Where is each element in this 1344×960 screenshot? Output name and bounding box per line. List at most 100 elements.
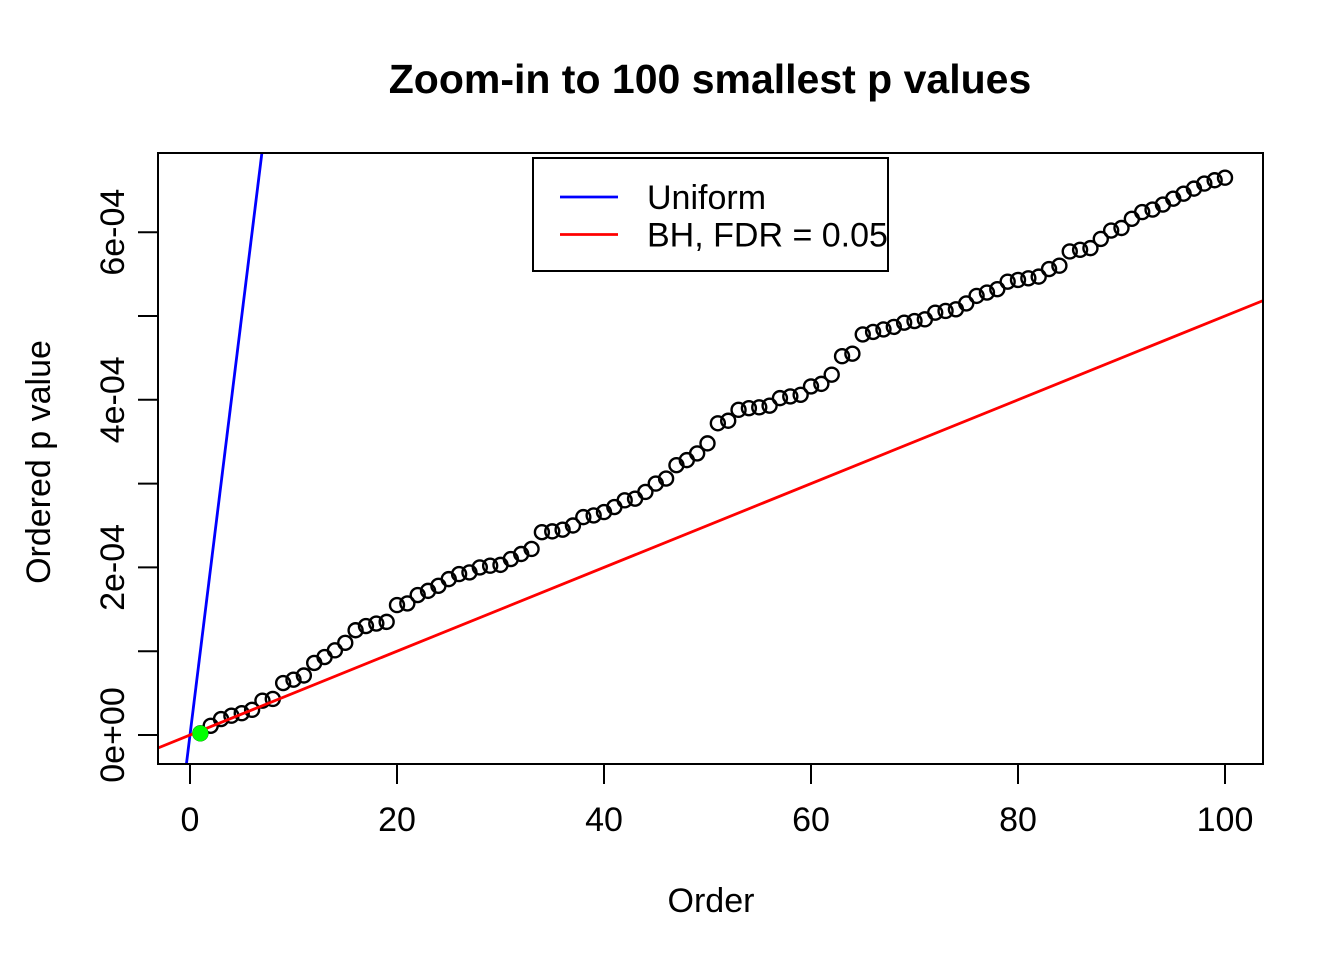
data-point bbox=[626, 490, 644, 507]
axes: 0 20 40 60 80 100 0e+00 2e-04 4e-04 6e-04 bbox=[94, 189, 1253, 839]
x-tick-label: 100 bbox=[1197, 801, 1254, 839]
data-point bbox=[254, 692, 271, 709]
data-point bbox=[637, 483, 654, 501]
data-point bbox=[1196, 175, 1213, 192]
data-point bbox=[285, 671, 302, 688]
data-point bbox=[875, 321, 892, 338]
x-tick-label: 40 bbox=[585, 801, 623, 839]
data-point bbox=[813, 375, 830, 393]
data-point bbox=[1051, 257, 1068, 274]
data-point bbox=[989, 280, 1006, 298]
data-point bbox=[233, 705, 250, 722]
data-point bbox=[357, 617, 375, 635]
data-point bbox=[481, 557, 499, 574]
data-point bbox=[657, 470, 675, 487]
data-point bbox=[895, 314, 913, 331]
data-point bbox=[326, 642, 344, 659]
data-point bbox=[709, 415, 727, 432]
data-point bbox=[337, 634, 354, 652]
data-point bbox=[968, 287, 985, 305]
uniform-line bbox=[185, 153, 264, 764]
data-point bbox=[347, 622, 364, 639]
data-point bbox=[295, 667, 313, 684]
data-point bbox=[999, 273, 1016, 290]
data-point bbox=[1020, 270, 1037, 287]
y-tick-label: 6e-04 bbox=[94, 189, 132, 276]
data-point bbox=[243, 701, 261, 719]
data-point bbox=[575, 508, 592, 526]
legend-bh-label: BH, FDR = 0.05 bbox=[647, 217, 888, 255]
data-point bbox=[564, 517, 582, 534]
data-point bbox=[1071, 241, 1089, 258]
data-point bbox=[1216, 169, 1234, 186]
data-point bbox=[906, 312, 923, 330]
data-point bbox=[823, 366, 840, 383]
data-point bbox=[274, 674, 292, 692]
data-point bbox=[1206, 172, 1223, 189]
legend-box bbox=[532, 157, 889, 272]
y-tick-label: 0e+00 bbox=[94, 687, 132, 783]
legend: Uniform BH, FDR = 0.05 bbox=[532, 157, 889, 272]
data-point bbox=[927, 304, 944, 321]
data-point bbox=[1113, 219, 1130, 237]
data-point bbox=[1102, 222, 1120, 239]
data-point bbox=[409, 586, 426, 604]
data-point bbox=[1009, 271, 1027, 289]
y-axis-label: Ordered p value bbox=[20, 340, 58, 584]
data-point bbox=[782, 388, 799, 405]
data-point bbox=[1082, 239, 1099, 257]
data-point bbox=[958, 295, 975, 312]
data-point bbox=[585, 507, 602, 524]
data-point bbox=[523, 540, 540, 558]
data-point bbox=[761, 397, 778, 414]
data-point bbox=[730, 401, 747, 419]
scatter-points bbox=[192, 169, 1234, 742]
data-point bbox=[533, 524, 551, 541]
chart-title: Zoom-in to 100 smallest p values bbox=[389, 56, 1032, 102]
data-point bbox=[1040, 260, 1058, 278]
x-tick-label: 20 bbox=[378, 801, 416, 839]
legend-uniform-label: Uniform bbox=[647, 179, 766, 217]
x-tick-label: 80 bbox=[999, 801, 1037, 839]
plot-border bbox=[157, 152, 1264, 765]
data-point bbox=[1092, 230, 1110, 248]
data-point bbox=[399, 595, 416, 612]
x-tick-label: 0 bbox=[181, 801, 200, 839]
data-point bbox=[802, 378, 820, 395]
data-point bbox=[450, 565, 468, 583]
data-point bbox=[1061, 243, 1078, 260]
data-point bbox=[771, 389, 789, 407]
bh-fdr-line bbox=[158, 299, 1263, 750]
data-point bbox=[833, 348, 851, 365]
data-point bbox=[1133, 203, 1151, 221]
data-point bbox=[864, 323, 882, 341]
data-point bbox=[1123, 210, 1141, 227]
data-point bbox=[792, 386, 809, 403]
x-axis-label: Order bbox=[668, 882, 755, 920]
data-point bbox=[368, 615, 385, 632]
data-point bbox=[1030, 268, 1047, 285]
data-point bbox=[688, 445, 706, 462]
data-point bbox=[471, 559, 488, 576]
y-tick-label: 2e-04 bbox=[94, 524, 132, 611]
data-point bbox=[937, 302, 954, 320]
data-point bbox=[740, 399, 758, 417]
data-point bbox=[388, 596, 406, 614]
data-point bbox=[378, 613, 395, 631]
data-point bbox=[699, 435, 716, 452]
data-point bbox=[916, 311, 934, 328]
data-point bbox=[844, 345, 861, 362]
data-point bbox=[554, 521, 571, 538]
data-point bbox=[544, 523, 561, 540]
data-point bbox=[885, 318, 902, 336]
data-point bbox=[720, 412, 737, 429]
highlight-point-layer bbox=[192, 725, 209, 742]
smallest-p-highlight-point bbox=[192, 725, 209, 742]
data-point bbox=[616, 492, 633, 509]
x-tick-label: 60 bbox=[792, 801, 830, 839]
reference-lines bbox=[158, 153, 1263, 764]
data-point bbox=[751, 399, 768, 416]
y-tick-label: 4e-04 bbox=[94, 356, 132, 443]
